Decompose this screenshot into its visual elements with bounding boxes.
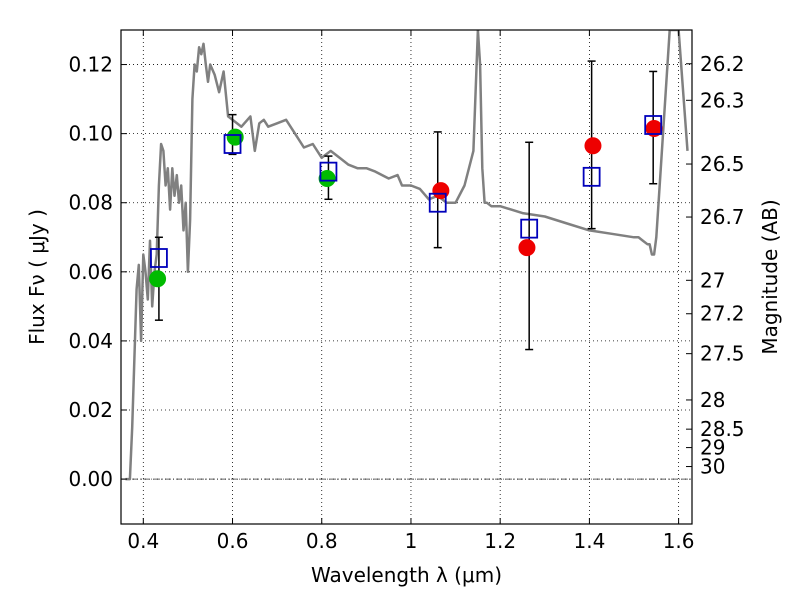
model-flux-square [319,161,338,182]
y2-tick-label: 27 [700,268,725,292]
y2-tick-label: 30 [700,455,725,479]
plot-series [125,30,689,481]
y2-tick-label: 27.2 [700,302,745,326]
model-flux-square [150,248,168,268]
x-tick-label: 1.2 [484,529,516,553]
y-tick-label: 0.12 [68,53,113,77]
y2-axis-label: Magnitude (AB) [758,199,782,354]
model-flux-square [223,134,242,154]
y2-tick-label: 27.5 [700,342,745,366]
template-spectrum-line [125,30,689,481]
x-axis-label: Wavelength λ (μm) [311,563,502,587]
plot-frame [120,29,693,525]
x-tick-label: 1.6 [663,529,695,553]
x-tick-label: 1.4 [573,529,605,553]
photometry-point [318,170,336,188]
y-tick-label: 0.02 [68,398,113,422]
x-tick-label: 1 [405,529,418,553]
y-tick-label: 0.06 [68,260,113,284]
y-tick-label: 0.08 [68,191,113,215]
y2-tick-label: 28.5 [700,417,745,441]
model-flux-square [582,166,601,187]
y2-tick-label: 26.5 [700,152,745,176]
photometry-point [584,137,602,155]
model-flux-square [428,192,447,213]
y2-tick-label: 26.2 [700,52,745,76]
y-tick-label: 0.04 [68,329,113,353]
photometry-point [149,270,167,288]
x-tick-label: 0.4 [127,529,159,553]
photometry-point [226,128,244,146]
model-flux-square [520,218,539,239]
y2-tick-label: 29 [700,436,725,460]
y-tick-label: 0.10 [68,122,113,146]
axis-ticks: 0.4 0.6 0.8 1 1.2 1.4 1.6 0.00 0.02 0.04 0.06 0.08 0… [68,30,745,553]
x-tick-label: 0.8 [306,529,338,553]
y2-tick-label: 26.7 [700,205,745,229]
y2-tick-label: 26.3 [700,88,745,112]
y2-tick-label: 28 [700,388,725,412]
y-tick-label: 0.00 [68,467,113,491]
photometry-point [518,239,536,257]
x-tick-label: 0.6 [217,529,249,553]
model-flux-square [644,115,663,135]
y-axis-label: Flux Fν ( μJy ) [25,209,49,345]
